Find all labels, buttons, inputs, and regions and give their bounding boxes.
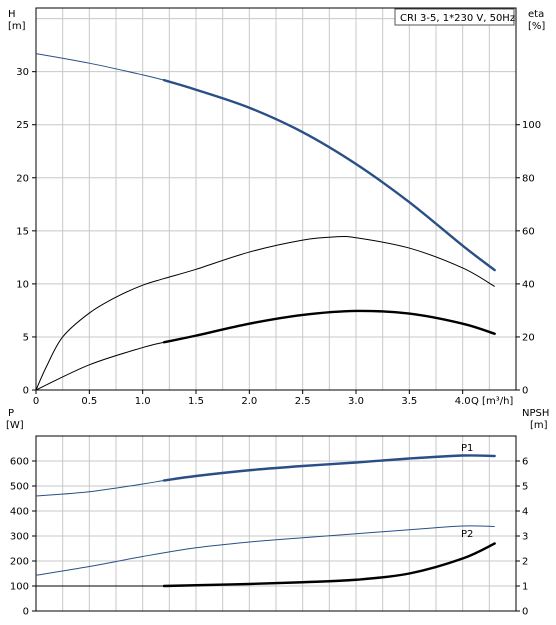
left-tick-label: 200 (10, 557, 29, 568)
left-tick-label: 0 (23, 386, 29, 397)
left-tick-label: 500 (10, 482, 29, 493)
q-axis-label: Q [m³/h] (471, 396, 513, 407)
eta-axis-label: eta (528, 9, 544, 20)
npsh-curve (35, 543, 495, 587)
left-tick-label: 25 (16, 120, 29, 131)
npsh-curve-operating-range (162, 542, 496, 588)
head-efficiency-panel: 0 5 10 15 20 25 30 0 20 40 60 80 100 0 0.5 1.0 1.5 2.0 2.5… (8, 7, 545, 407)
right-tick-label: 2 (522, 557, 528, 568)
bottom-axis-ticks: 0 100 200 300 400 500 600 0 1 2 3 4 5 6 (10, 457, 528, 618)
right-tick-label: 80 (522, 173, 535, 184)
left-tick-label: 5 (23, 332, 29, 343)
npsh-axis-label: NPSH (522, 408, 549, 419)
legend-text: CRI 3-5, 1*230 V, 50Hz (400, 13, 515, 24)
p-axis-unit: [W] (6, 420, 24, 431)
h-curve-operating-range (162, 78, 496, 272)
x-tick-label: 0.5 (81, 396, 97, 407)
x-tick-label: 1.0 (135, 396, 151, 407)
left-tick-label: 15 (16, 226, 29, 237)
eta-axis-unit: [%] (528, 21, 545, 32)
bottom-grid (36, 436, 516, 611)
eta-curve (35, 235, 495, 391)
legend-box (394, 8, 515, 26)
eta-partial-curve-operating-range (162, 309, 496, 344)
bottom-plot-frame (35, 435, 517, 612)
npsh-axis-unit: [m] (530, 420, 548, 431)
left-tick-label: 20 (16, 173, 29, 184)
left-tick-label: 600 (10, 457, 29, 468)
p2-series-label: P2 (461, 529, 473, 540)
top-grid (36, 8, 516, 390)
x-tick-label: 0 (33, 396, 39, 407)
right-tick-label: 4 (522, 507, 528, 518)
p-axis-label: P (8, 408, 14, 419)
right-tick-label: 100 (522, 120, 541, 131)
p1-curve-operating-range (162, 454, 496, 482)
h-axis-unit: [m] (8, 21, 26, 32)
right-tick-label: 0 (522, 607, 528, 618)
left-tick-label: 0 (23, 607, 29, 618)
right-tick-label: 40 (522, 279, 535, 290)
right-tick-label: 6 (522, 457, 528, 468)
left-tick-label: 10 (16, 279, 29, 290)
bottom-curves (35, 454, 496, 588)
left-tick-label: 400 (10, 507, 29, 518)
right-tick-label: 60 (522, 226, 535, 237)
right-tick-label: 3 (522, 532, 528, 543)
eta-partial-curve (35, 310, 495, 391)
right-tick-label: 1 (522, 582, 528, 593)
left-tick-label: 30 (16, 67, 29, 78)
left-tick-label: 300 (10, 532, 29, 543)
x-tick-label: 3.5 (401, 396, 417, 407)
right-tick-label: 5 (522, 482, 528, 493)
left-tick-label: 100 (10, 582, 29, 593)
top-curves (35, 53, 496, 391)
x-tick-label: 1.5 (188, 396, 204, 407)
p2-curve (35, 525, 495, 576)
h-curve (35, 53, 495, 271)
top-axis-ticks: 0 5 10 15 20 25 30 0 20 40 60 80 100 0 0.5 1.0 1.5 2.0 2.5… (16, 67, 541, 407)
right-tick-label: 0 (522, 386, 528, 397)
p1-series-label: P1 (461, 443, 473, 454)
power-npsh-panel: 0 100 200 300 400 500 600 0 1 2 3 4 5 6 P [W] NPSH [m… (6, 408, 549, 618)
top-plot-frame (35, 7, 517, 391)
x-tick-label: 2.0 (241, 396, 257, 407)
x-tick-label: 4.0 (455, 396, 471, 407)
x-tick-label: 2.5 (295, 396, 311, 407)
h-axis-label: H (8, 9, 16, 20)
right-tick-label: 20 (522, 332, 535, 343)
x-tick-label: 3.0 (348, 396, 364, 407)
